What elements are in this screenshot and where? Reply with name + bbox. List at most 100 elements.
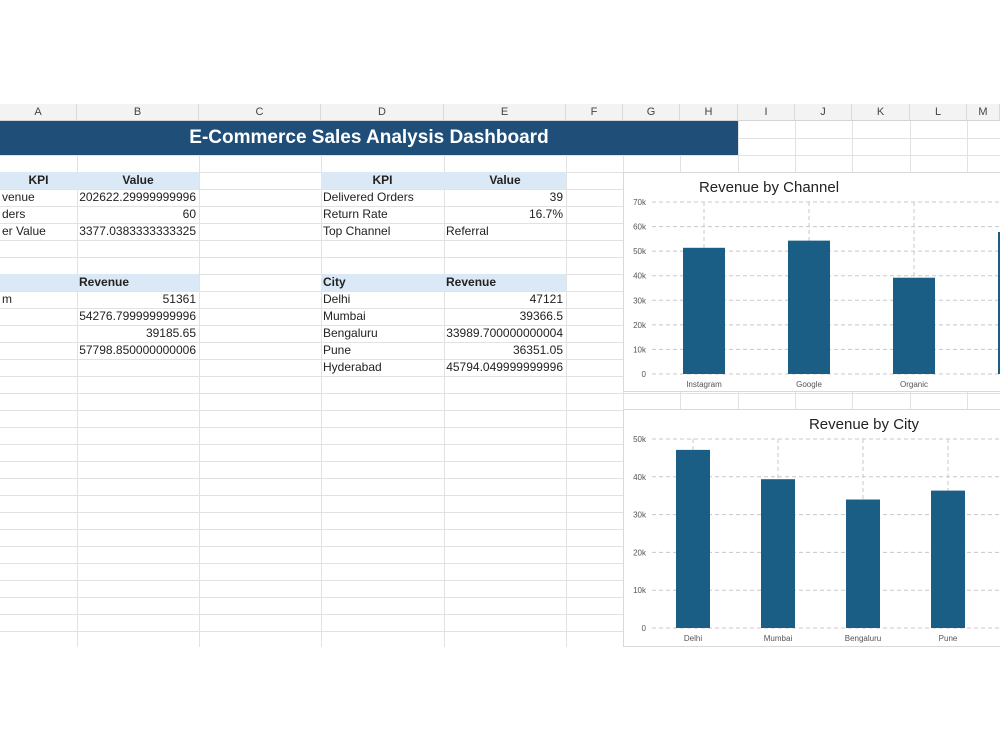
channel-table-value[interactable]: 54276.799999999996 [79,309,196,323]
bar [998,231,1000,374]
kpi-right-value[interactable]: Referral [446,224,489,238]
row-gridline [0,376,1000,377]
column-gridline [321,121,322,647]
column-header-c[interactable]: C [199,104,321,121]
row-gridline [0,478,1000,479]
channel-revenue-chart[interactable]: Revenue by Channel 0 10k 20k 30k 40k 50k 60k 70… [623,172,1000,392]
row-gridline [0,444,1000,445]
kpi-left-header-kpi[interactable]: KPI [0,172,77,189]
kpi-right-label[interactable]: Delivered Orders [323,190,414,204]
bar [761,479,795,628]
kpi-left-value[interactable]: 3377.0383333333325 [79,224,196,238]
row-gridline [0,223,1000,224]
kpi-left-label[interactable]: er Value [2,224,46,238]
row-gridline [0,291,1000,292]
row-gridline [0,461,1000,462]
kpi-left-value[interactable]: 202622.29999999996 [79,190,196,204]
column-header-b[interactable]: B [77,104,199,121]
row-gridline [0,393,1000,394]
city-table-value[interactable]: 33989.700000000004 [446,326,563,340]
column-header-g[interactable]: G [623,104,680,121]
row-gridline [0,597,1000,598]
kpi-right-label[interactable]: Return Rate [323,207,388,221]
city-table-label[interactable]: Hyderabad [323,360,382,374]
row-gridline [0,155,1000,156]
city-table-label[interactable]: Mumbai [323,309,366,323]
row-gridline [0,495,1000,496]
row-gridline [0,189,1000,190]
column-header-h[interactable]: H [680,104,738,121]
city-table-header-city[interactable]: City [321,274,444,291]
row-gridline [0,427,1000,428]
dashboard-title: E-Commerce Sales Analysis Dashboard [0,121,738,155]
kpi-right-header-kpi[interactable]: KPI [321,172,444,189]
x-tick-label: Pune [939,634,958,643]
kpi-right-value[interactable]: 39 [549,190,563,204]
city-table-label[interactable]: Bengaluru [323,326,378,340]
x-tick-label: Instagram [686,380,722,389]
kpi-left-label[interactable]: ders [2,207,26,221]
kpi-left-value[interactable]: 60 [182,207,196,221]
x-tick-label: Bengaluru [845,634,881,643]
row-gridline [0,359,1000,360]
channel-table-label[interactable]: m [2,292,12,306]
channel-table-value[interactable]: 51361 [162,292,196,306]
y-tick-label: 50k [633,435,647,444]
column-gridline [444,121,445,647]
city-table-header-revenue[interactable]: Revenue [444,274,566,291]
city-table-label[interactable]: Delhi [323,292,351,306]
y-tick-label: 50k [633,247,647,256]
row-gridline [0,240,1000,241]
kpi-right-label[interactable]: Top Channel [323,224,391,238]
row-gridline [0,563,1000,564]
row-gridline [0,631,1000,632]
column-header-l[interactable]: L [910,104,967,121]
city-revenue-chart[interactable]: Revenue by City 0 10k 20k 30k 40k 50k Delhi Mum… [623,409,1000,647]
city-table-value[interactable]: 39366.5 [519,309,563,323]
y-tick-label: 40k [633,473,647,482]
x-tick-label: Mumbai [764,634,793,643]
x-tick-label: Organic [900,380,928,389]
x-tick-label: Delhi [684,634,702,643]
column-gridline [199,121,200,647]
bar [931,490,965,628]
kpi-right-value[interactable]: 16.7% [528,207,563,221]
y-tick-label: 20k [633,321,647,330]
city-revenue-plot: 0 10k 20k 30k 40k 50k Delhi Mumbai Bengaluru Pune [633,435,1000,643]
y-tick-label: 0 [642,624,647,633]
city-table-value[interactable]: 47121 [529,292,563,306]
kpi-left-header-value[interactable]: Value [77,172,199,189]
channel-table-value[interactable]: 39185.65 [145,326,196,340]
y-tick-label: 30k [633,296,647,305]
column-header-d[interactable]: D [321,104,444,121]
channel-table-header-label[interactable] [0,274,77,291]
column-header-a[interactable]: A [0,104,77,121]
row-gridline [0,512,1000,513]
row-gridline [0,546,1000,547]
y-tick-label: 40k [633,272,647,281]
city-table-value[interactable]: 45794.049999999996 [446,360,563,374]
city-table-value[interactable]: 36351.05 [512,343,563,357]
column-header-e[interactable]: E [444,104,566,121]
channel-revenue-plot: 0 10k 20k 30k 40k 50k 60k 70k Instagram Google Org… [633,198,1000,389]
kpi-left-label[interactable]: venue [2,190,35,204]
x-tick-label: Google [796,380,822,389]
column-header-i[interactable]: I [738,104,795,121]
y-tick-label: 20k [633,548,647,557]
channel-table-header-revenue[interactable]: Revenue [77,274,199,291]
y-tick-label: 10k [633,345,647,354]
kpi-right-header-value[interactable]: Value [444,172,566,189]
column-header-m[interactable]: M [967,104,1000,121]
column-header-f[interactable]: F [566,104,623,121]
city-table-label[interactable]: Pune [323,343,352,357]
channel-table-value[interactable]: 57798.850000000006 [79,343,196,357]
y-tick-label: 10k [633,586,647,595]
column-header-k[interactable]: K [852,104,910,121]
column-header-j[interactable]: J [795,104,852,121]
y-tick-label: 70k [633,198,647,207]
column-gridline [77,121,78,647]
row-gridline [0,529,1000,530]
row-gridline [0,257,1000,258]
chart-title: Revenue by City [808,416,920,433]
